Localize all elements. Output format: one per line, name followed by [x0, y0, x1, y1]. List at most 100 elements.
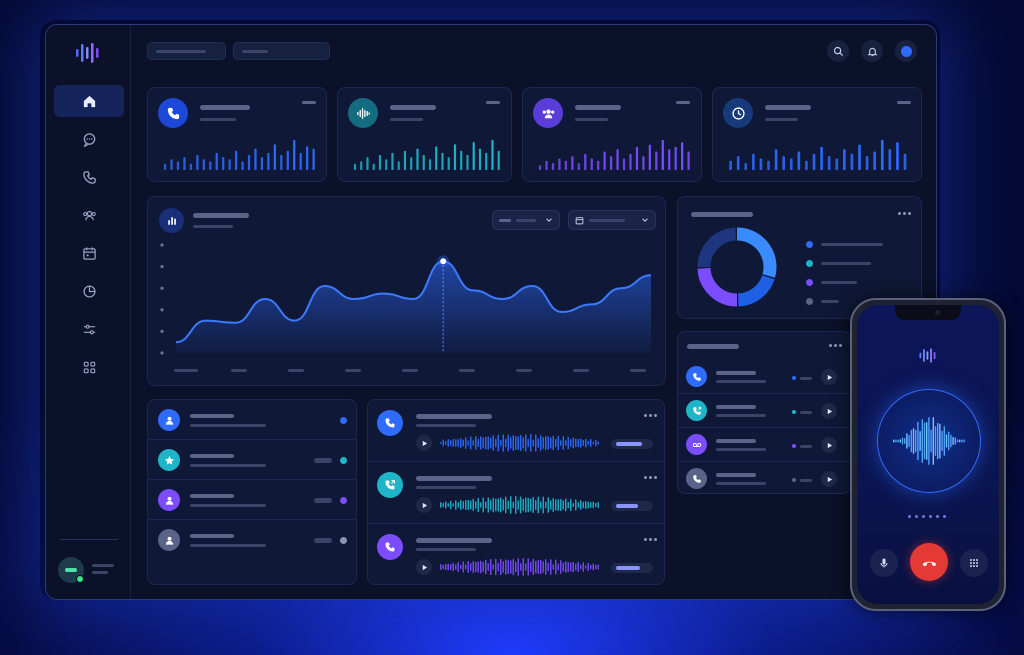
list-item[interactable]: [678, 360, 850, 394]
sidebar-item-calls[interactable]: [54, 161, 124, 193]
play-button[interactable]: [821, 437, 837, 453]
more-options-icon[interactable]: [644, 538, 657, 541]
list-item[interactable]: [678, 394, 850, 428]
stat-card[interactable]: [337, 87, 512, 182]
sidebar-item-settings[interactable]: [54, 313, 124, 345]
profile-button[interactable]: [895, 40, 917, 62]
phone-outgoing-icon: [692, 406, 701, 415]
waveform-bar: [572, 561, 574, 573]
stat-bar: [366, 157, 369, 170]
waveform-bar: [552, 435, 554, 451]
stat-bar: [273, 144, 276, 170]
sidebar-item-calendar[interactable]: [54, 237, 124, 269]
waveform-bar: [550, 500, 552, 510]
waveform-bar: [477, 497, 479, 513]
area-chart[interactable]: [156, 237, 656, 383]
more-options-icon[interactable]: [898, 212, 911, 215]
stat-bar: [564, 160, 568, 170]
stat-bar: [247, 155, 251, 170]
waveform-bar: [515, 435, 517, 451]
user-profile[interactable]: [58, 555, 120, 587]
waveform-bar: [555, 438, 557, 448]
more-options-icon[interactable]: [644, 476, 657, 479]
date-range-dropdown[interactable]: [568, 210, 656, 230]
sidebar-item-reports[interactable]: [54, 275, 124, 307]
waveform-bar: [492, 435, 494, 451]
stat-bar: [736, 156, 740, 170]
stat-bar: [590, 158, 593, 170]
play-button[interactable]: [416, 559, 432, 575]
highlight-point: [440, 258, 447, 265]
waveform-bar: [552, 497, 554, 513]
waveform-bar: [517, 436, 519, 450]
waveform-bar: [447, 439, 449, 447]
breadcrumb-pill-1[interactable]: [147, 42, 226, 60]
waveform-bar: [552, 564, 554, 570]
calendar-icon: [575, 216, 584, 224]
list-item[interactable]: [368, 462, 664, 524]
stat-bar: [491, 140, 494, 170]
recording-avatar: [377, 534, 403, 560]
waveform-logo-icon[interactable]: [74, 41, 102, 65]
donut-slice: [697, 227, 737, 268]
waveform-bar: [550, 559, 552, 575]
list-item[interactable]: [148, 440, 356, 480]
stat-bar: [353, 163, 357, 170]
play-icon: [827, 408, 832, 414]
waveform-bar: [510, 560, 512, 574]
waveform-logo-icon: [919, 348, 936, 363]
play-button[interactable]: [821, 471, 837, 487]
stat-bar: [416, 148, 419, 170]
end-call-button[interactable]: [910, 543, 948, 581]
keypad-button[interactable]: [960, 549, 988, 577]
sidebar-item-home[interactable]: [54, 85, 124, 117]
stat-bar: [584, 153, 587, 170]
breadcrumb-pill-2[interactable]: [233, 42, 330, 60]
sidebar-item-apps[interactable]: [54, 351, 124, 383]
play-button[interactable]: [821, 403, 837, 419]
waveform-bar: [570, 562, 572, 572]
search-button[interactable]: [827, 40, 849, 62]
waveform-bar: [457, 502, 459, 508]
list-item[interactable]: [148, 400, 356, 440]
mobile-phone: [850, 298, 1006, 611]
waveform-bar: [532, 439, 534, 447]
list-item[interactable]: [368, 524, 664, 586]
waveform-bar: [482, 437, 484, 449]
period-dropdown[interactable]: [492, 210, 560, 230]
more-options-icon[interactable]: [829, 344, 842, 347]
user-icon: [165, 496, 173, 505]
sidebar-item-messages[interactable]: [54, 123, 124, 155]
stat-card[interactable]: [147, 87, 327, 182]
waveform-bar: [893, 439, 895, 443]
list-item[interactable]: [148, 480, 356, 520]
list-item[interactable]: [148, 520, 356, 560]
waveform-bar: [567, 561, 569, 573]
donut-chart[interactable]: [695, 225, 779, 309]
play-button[interactable]: [416, 435, 432, 451]
list-item[interactable]: [368, 400, 664, 462]
y-tick-dot: [160, 265, 164, 269]
grid-icon: [83, 361, 95, 373]
notifications-button[interactable]: [861, 40, 883, 62]
list-item[interactable]: [678, 462, 850, 496]
phone-icon: [692, 372, 701, 381]
waveform-bar: [452, 562, 454, 572]
waveform-bar: [560, 440, 562, 446]
donut-slice: [736, 227, 777, 278]
stat-card[interactable]: [712, 87, 922, 182]
mute-button[interactable]: [870, 549, 898, 577]
waveform-bar: [582, 501, 584, 509]
stat-bar: [189, 163, 193, 170]
waveform-bar: [470, 563, 472, 571]
list-item[interactable]: [678, 428, 850, 462]
stat-icon-wrap: [348, 98, 378, 128]
more-options-icon[interactable]: [644, 414, 657, 417]
stat-bar: [827, 156, 831, 170]
stat-card[interactable]: [522, 87, 702, 182]
stat-bar: [378, 155, 382, 170]
sidebar-item-contacts[interactable]: [54, 199, 124, 231]
play-button[interactable]: [416, 497, 432, 513]
sliders-icon: [83, 324, 95, 334]
play-button[interactable]: [821, 369, 837, 385]
